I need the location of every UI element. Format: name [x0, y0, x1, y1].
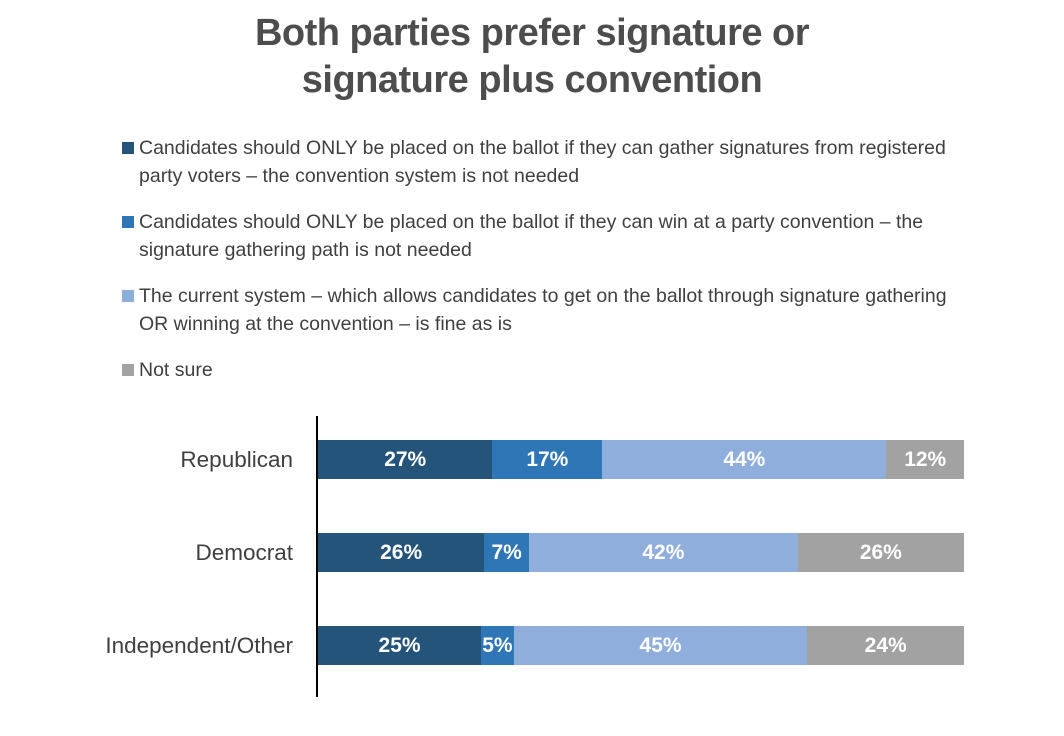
bar-segment: 27% [318, 440, 493, 480]
bar-segment: 42% [529, 533, 798, 573]
legend-swatch-icon [122, 290, 134, 303]
segment-value-label: 45% [639, 633, 682, 657]
segment-value-label: 17% [526, 447, 569, 471]
segment-value-label: 12% [904, 447, 947, 471]
legend-label: The current system – which allows candid… [139, 285, 947, 336]
bar-segment: 24% [807, 626, 964, 666]
legend: Candidates should ONLY be placed on the … [122, 134, 960, 384]
legend-item: Candidates should ONLY be placed on the … [122, 134, 960, 190]
segment-value-label: 24% [864, 633, 907, 657]
bar-segment: 7% [484, 533, 530, 573]
segment-value-label: 27% [384, 447, 427, 471]
segment-value-label: 44% [723, 447, 766, 471]
segment-value-label: 26% [859, 540, 902, 564]
legend-item: Candidates should ONLY be placed on the … [122, 208, 960, 264]
legend-swatch-icon [122, 216, 134, 229]
legend-label: Candidates should ONLY be placed on the … [139, 137, 946, 188]
category-label: Republican [180, 446, 293, 472]
legend-item: The current system – which allows candid… [122, 282, 960, 338]
bar-row: 25% 5% 45% 24% [318, 626, 964, 666]
plot-area: 27% 17% 44% 12% 26% 7% 42% 26% 25% 5% 45% 24% [316, 416, 964, 698]
chart-title: Both parties prefer signature or signatu… [254, 12, 810, 102]
bar-segment: 26% [797, 533, 964, 573]
bar-segment: 5% [481, 626, 514, 666]
segment-value-label: 7% [491, 540, 522, 564]
bar-segment: 17% [492, 440, 603, 480]
bar-segment: 45% [513, 626, 808, 666]
bar-segment: 26% [318, 533, 485, 573]
category-axis: Republican Democrat Independent/Other [0, 416, 316, 697]
bar-chart: Republican Democrat Independent/Other 27% 1… [0, 416, 964, 698]
bar-row: 27% 17% 44% 12% [318, 440, 964, 480]
legend-label: Candidates should ONLY be placed on the … [139, 211, 924, 262]
legend-item: Not sure [122, 356, 960, 384]
segment-value-label: 42% [642, 540, 685, 564]
segment-value-label: 26% [380, 540, 423, 564]
bar-segment: 44% [602, 440, 887, 480]
legend-swatch-icon [122, 364, 134, 377]
category-label: Democrat [195, 539, 293, 565]
category-label: Independent/Other [105, 632, 293, 658]
bar-segment: 25% [318, 626, 482, 666]
slide: Both parties prefer signature or signatu… [0, 10, 1064, 736]
legend-swatch-icon [122, 142, 134, 155]
legend-label: Not sure [139, 359, 213, 382]
segment-value-label: 5% [482, 633, 513, 657]
segment-value-label: 25% [378, 633, 421, 657]
bar-segment: 12% [886, 440, 964, 480]
bar-row: 26% 7% 42% 26% [318, 533, 964, 573]
